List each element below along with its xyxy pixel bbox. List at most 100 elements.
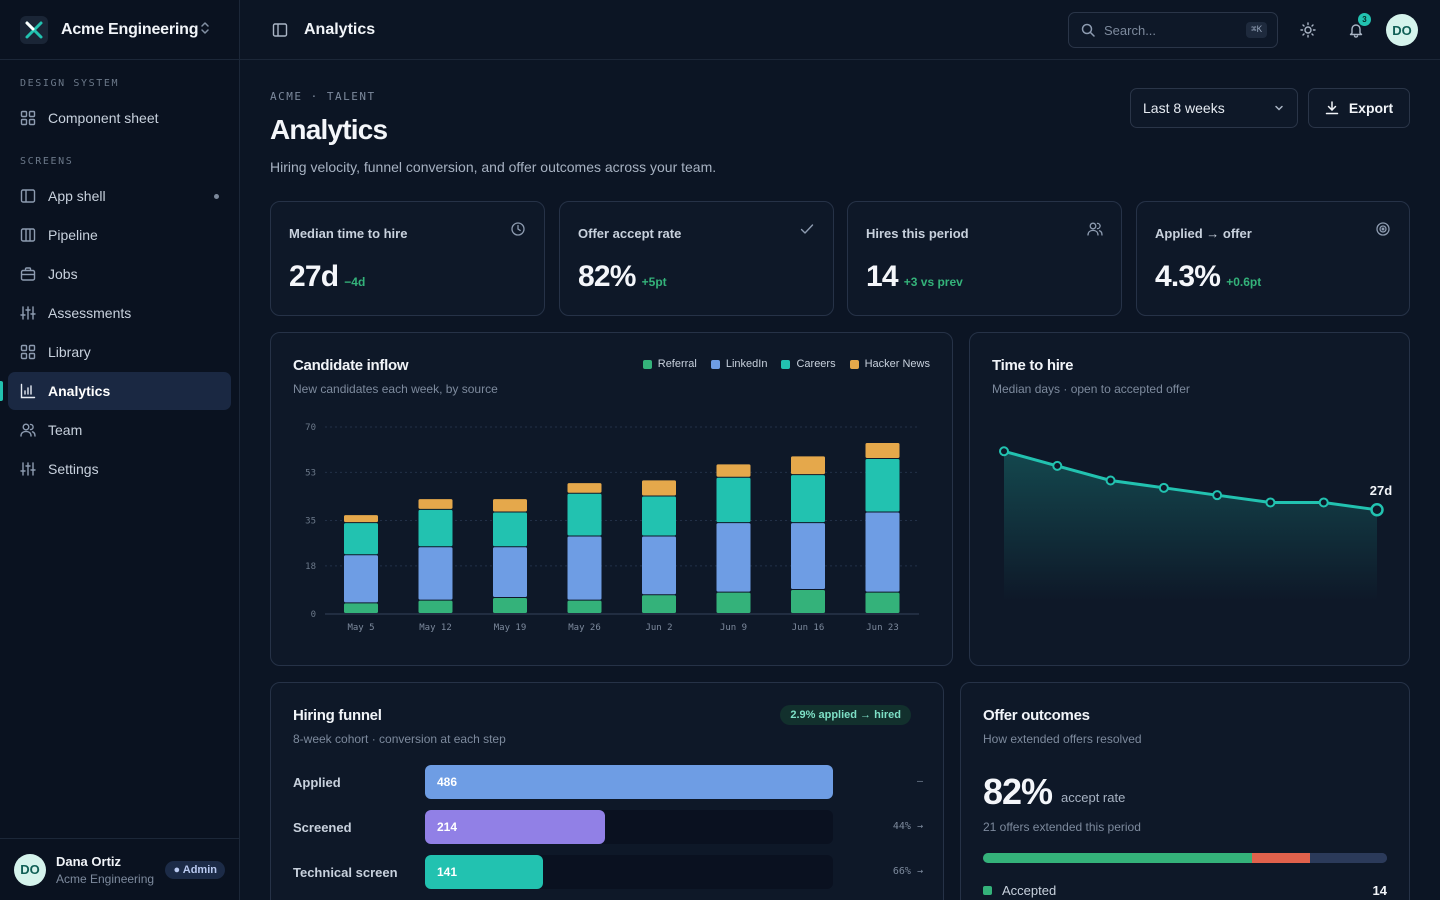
x-tick-label: May 12 (419, 623, 452, 633)
sidebar-item-assessments[interactable]: Assessments (8, 294, 231, 332)
sidebar-item-label: Team (48, 422, 83, 438)
bar-segment (493, 547, 527, 597)
x-tick-label: May 5 (347, 623, 374, 633)
funnel-count: 214 (437, 820, 458, 834)
kpi-delta: −4d (344, 275, 366, 289)
funnel-stage-label: Screened (293, 820, 352, 835)
kpi-value-wrap: 4.3% +0.6pt (1155, 260, 1261, 294)
funnel-count: 141 (437, 865, 458, 879)
kpi-label: Median time to hire (289, 226, 408, 241)
topbar: Analytics ⌘K 3 DO (240, 0, 1440, 60)
sidebar-item-component-sheet[interactable]: Component sheet (8, 99, 231, 137)
bar-segment (418, 509, 453, 547)
legend-swatch (710, 359, 720, 369)
y-tick-label: 53 (305, 468, 316, 478)
bar-segment (865, 443, 900, 459)
bar-segment (865, 512, 900, 592)
theme-toggle-sun-icon[interactable] (1296, 18, 1320, 42)
sidebar: Acme Engineering DESIGN SYSTEM Component… (0, 0, 240, 900)
search-input[interactable] (1104, 22, 1234, 38)
kpi-delta: +5pt (641, 275, 667, 289)
funnel-row: Applied 486 — (293, 765, 923, 799)
x-tick-label: Jun 16 (792, 623, 825, 633)
toggle-sidebar-icon[interactable] (272, 22, 288, 38)
funnel-bar (425, 810, 605, 844)
notifications-bell-icon[interactable]: 3 (1344, 13, 1371, 42)
panel-title: Offer outcomes (983, 707, 1090, 724)
sidebar-item-app-shell[interactable]: App shell (8, 177, 231, 215)
data-point (999, 446, 1009, 457)
funnel-conversion: 66% → (892, 866, 923, 877)
breadcrumb: ACME · TALENT (270, 90, 376, 103)
bar-segment (791, 456, 825, 475)
panel-subtitle: How extended offers resolved (983, 732, 1142, 746)
role-label: Admin (182, 863, 217, 876)
active-indicator (0, 381, 3, 401)
time-to-hire-chart: 27d (999, 446, 1392, 601)
data-point (1052, 460, 1063, 471)
legend-label: LinkedIn (725, 358, 768, 370)
bar-segment (642, 480, 676, 496)
page-title: Analytics (270, 114, 388, 145)
sidebar-item-library[interactable]: Library (8, 333, 231, 371)
sidebar-item-team[interactable]: Team (8, 411, 231, 449)
funnel-track: 214 (425, 810, 833, 844)
user-profile[interactable]: DO Dana Ortiz Acme Engineering ● Admin (0, 838, 239, 900)
bar-segment (567, 536, 602, 600)
sidebar-item-label: Component sheet (48, 110, 159, 126)
download-icon (1325, 101, 1349, 115)
sidebar-item-label: Jobs (48, 266, 78, 282)
legend-label: Careers (796, 358, 836, 370)
bar-segment (418, 547, 453, 600)
legend-item: Hacker News (849, 358, 930, 370)
sidebar-item-label: Pipeline (48, 227, 98, 243)
sidebar-item-jobs[interactable]: Jobs (8, 255, 231, 293)
date-range-select[interactable]: Last 8 weeks (1130, 88, 1298, 128)
kpi-value: 14 (866, 260, 899, 293)
bar-segment (418, 499, 453, 509)
search-shortcut: ⌘K (1246, 22, 1267, 38)
kpi-value: 4.3% (1155, 260, 1221, 293)
briefcase-icon (20, 266, 36, 282)
candidate-inflow-chart: 0 18 35 53 70 May 5 May 12 May 19 May 26 Jun 2 Jun… (305, 423, 919, 633)
app-logo-icon (20, 15, 48, 44)
bar-segment (344, 515, 378, 523)
offers-extended-text: 21 offers extended this period (983, 820, 1141, 834)
funnel-track: 141 (425, 855, 833, 889)
legend-swatch (781, 359, 791, 369)
target-icon (1375, 221, 1391, 240)
y-tick-label: 35 (305, 517, 316, 527)
sidebar-item-pipeline[interactable]: Pipeline (8, 216, 231, 254)
chart-legend: Referral LinkedIn Careers Hacker News (642, 358, 930, 370)
conversion-badge: 2.9% applied → hired (780, 705, 911, 725)
sliders-icon (20, 461, 36, 477)
sidebar-item-analytics[interactable]: Analytics (8, 372, 231, 410)
kpi-card-hires-this-period: Hires this period 14 +3 vs prev (847, 201, 1122, 316)
export-button[interactable]: Export (1308, 88, 1410, 128)
y-tick-label: 0 (311, 610, 316, 620)
grid-icon (20, 344, 36, 360)
funnel-bar (425, 765, 833, 799)
bar-segment (344, 523, 378, 555)
workspace-name: Acme Engineering (61, 20, 199, 38)
bar-segment (791, 475, 825, 523)
bar-segment (791, 523, 825, 589)
role-badge: ● Admin (165, 860, 225, 879)
funnel-conversion: 44% → (892, 821, 923, 832)
grid-icon (20, 110, 36, 126)
time-to-hire-panel: Time to hire Median days · open to accep… (969, 332, 1410, 666)
bar-segment (344, 603, 378, 613)
offer-outcomes-panel: Offer outcomes How extended offers resol… (960, 682, 1410, 900)
sidebar-item-settings[interactable]: Settings (8, 450, 231, 488)
workspace-switcher[interactable]: Acme Engineering (0, 0, 239, 60)
account-avatar[interactable]: DO (1386, 14, 1418, 46)
panel-title: Time to hire (992, 357, 1074, 374)
x-tick-label: Jun 9 (720, 623, 747, 633)
legend-item: Referral (642, 358, 697, 370)
funnel-stage-label: Applied (293, 775, 341, 790)
search-box[interactable]: ⌘K (1068, 12, 1278, 48)
funnel-stage-label: Technical screen (293, 865, 398, 880)
clock-icon (510, 221, 526, 240)
bar-segment (344, 555, 378, 603)
bar-segment (791, 589, 825, 613)
